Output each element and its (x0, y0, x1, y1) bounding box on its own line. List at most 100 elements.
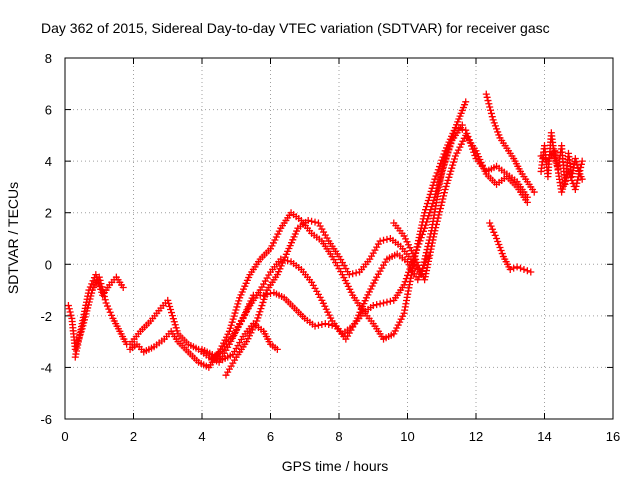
data-point-marker (523, 267, 531, 275)
data-point-marker (103, 302, 111, 310)
data-point-marker (442, 155, 450, 163)
data-point-marker (119, 283, 127, 291)
x-tick-label: 2 (130, 429, 137, 444)
data-point-marker (431, 227, 439, 235)
data-point-marker (404, 271, 411, 279)
data-point-marker (487, 109, 495, 117)
data-point-marker (446, 170, 454, 178)
data-point-marker (493, 235, 501, 242)
data-point-marker (488, 225, 496, 233)
data-point-marker (167, 306, 175, 314)
data-point-marker (373, 301, 381, 309)
data-point-marker (376, 300, 384, 308)
data-point-marker (170, 318, 178, 326)
data-point-marker (254, 314, 262, 322)
data-point-marker (436, 208, 444, 216)
data-point-marker (527, 268, 535, 276)
data-point-marker (510, 264, 518, 272)
data-point-marker (567, 173, 575, 181)
data-point-marker (311, 218, 319, 226)
data-point-marker (577, 160, 585, 168)
data-point-marker (564, 167, 572, 175)
data-point-marker (497, 247, 505, 255)
data-point-marker (230, 312, 238, 320)
data-point-marker (349, 270, 357, 278)
data-point-marker (369, 302, 377, 310)
data-point-marker (86, 283, 94, 291)
chart-title: Day 362 of 2015, Sidereal Day-to-day VTE… (41, 20, 550, 36)
data-point-marker (405, 268, 413, 276)
data-point-marker (257, 305, 265, 313)
data-point-marker (166, 302, 174, 310)
data-point-marker (446, 143, 454, 151)
data-point-marker (576, 167, 584, 175)
data-point-marker (487, 222, 495, 230)
data-point-marker (64, 302, 72, 310)
data-point-marker (308, 217, 316, 225)
data-point-marker (494, 238, 502, 246)
data-point-marker (102, 299, 110, 307)
data-point-marker (352, 269, 360, 277)
data-point-marker (487, 106, 495, 114)
data-point-marker (376, 237, 384, 245)
data-point-marker (380, 236, 388, 244)
data-point-marker (225, 327, 233, 335)
data-point-marker (172, 324, 180, 332)
data-point-marker (169, 315, 177, 323)
data-point-marker (578, 157, 586, 165)
x-tick-label: 14 (537, 429, 551, 444)
data-point-marker (171, 321, 179, 329)
data-point-marker (88, 280, 96, 288)
data-point-marker (513, 263, 521, 271)
data-point-marker (419, 227, 427, 235)
data-point-marker (577, 163, 585, 171)
data-point-marker (233, 303, 241, 311)
data-point-marker (273, 345, 281, 353)
data-point-marker (434, 214, 442, 222)
axis-ticks (64, 57, 614, 420)
data-point-marker (432, 224, 440, 232)
data-point-marker (486, 103, 494, 111)
data-point-marker (318, 320, 326, 328)
data-point-marker (506, 265, 514, 273)
x-axis-label: GPS time / hours (282, 458, 389, 474)
data-point-marker (575, 170, 583, 178)
data-point-marker (493, 125, 501, 133)
data-point-marker (226, 324, 234, 332)
data-point-marker (401, 278, 409, 286)
data-point-marker (530, 188, 538, 196)
data-point-marker (441, 186, 449, 194)
data-point-marker (574, 173, 582, 181)
y-tick-label: -6 (40, 412, 52, 427)
y-tick-label: 2 (45, 206, 52, 221)
data-point-marker (571, 186, 579, 194)
data-point-marker (167, 309, 175, 317)
data-point-marker (421, 224, 429, 232)
y-tick-label: 4 (45, 154, 52, 169)
data-point-marker (260, 291, 268, 299)
data-point-marker (258, 302, 266, 310)
data-point-marker (435, 211, 443, 219)
data-point-marker (572, 158, 580, 166)
data-point-marker (386, 297, 394, 305)
data-point-marker (436, 205, 444, 213)
x-tick-label: 4 (198, 429, 205, 444)
x-tick-label: 10 (400, 429, 414, 444)
data-point-marker (314, 321, 322, 329)
data-point-marker (231, 309, 239, 317)
data-point-marker (67, 311, 75, 319)
data-point-marker (168, 312, 176, 320)
data-point-marker (228, 318, 236, 326)
data-point-marker (578, 175, 586, 183)
data-point-marker (574, 176, 582, 184)
data-point-marker (424, 215, 432, 223)
data-point-marker (105, 305, 113, 313)
data-point-marker (573, 179, 581, 187)
data-point-marker (494, 128, 502, 136)
data-point-marker (451, 155, 459, 163)
data-point-marker (416, 237, 424, 245)
data-point-marker (321, 320, 329, 328)
data-point-marker (490, 119, 498, 127)
data-point-marker (383, 298, 391, 306)
